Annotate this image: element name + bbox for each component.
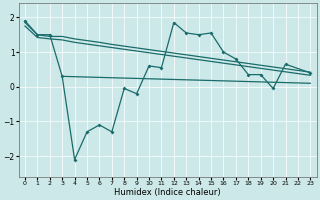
X-axis label: Humidex (Indice chaleur): Humidex (Indice chaleur) <box>114 188 221 197</box>
